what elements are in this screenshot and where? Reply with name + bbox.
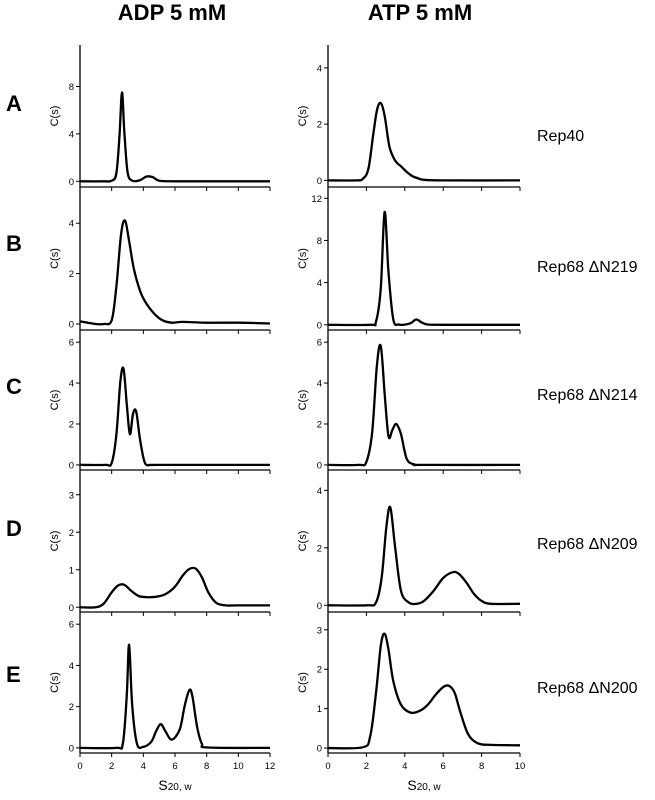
plot-area: 048C(s)024C(s)024C(s)04812C(s)0246C(s)02… — [49, 45, 525, 772]
row-label-c: C — [6, 374, 22, 399]
row-label-a: A — [6, 91, 22, 116]
row-label-b: B — [6, 231, 22, 256]
y-tick-label-a-atp: 2 — [317, 120, 322, 131]
y-tick-label-c-adp: 6 — [69, 338, 74, 349]
x-tick-label-e-atp: 4 — [402, 761, 407, 772]
construct-label-c: Rep68 ΔN214 — [537, 387, 638, 404]
y-tick-label-e-atp: 0 — [317, 744, 322, 755]
y-tick-label-a-atp: 0 — [317, 176, 322, 187]
series-line-a-adp — [79, 91, 270, 183]
construct-label-d: Rep68 ΔN209 — [537, 536, 638, 553]
y-axis-title-e-adp: C(s) — [49, 672, 61, 693]
x-axis-title-sub: 20, w — [417, 782, 442, 793]
x-tick-label-e-adp: 0 — [77, 761, 82, 772]
y-tick-label-c-atp: 6 — [317, 338, 322, 349]
x-axis-title-left: S20, w — [158, 777, 192, 793]
series-line-b-atp — [327, 210, 520, 327]
construct-label-e: Rep68 ΔN200 — [537, 680, 638, 697]
x-tick-label-e-adp: 2 — [109, 761, 114, 772]
y-tick-label-e-adp: 4 — [69, 661, 74, 672]
y-tick-label-a-adp: 0 — [69, 177, 74, 188]
y-tick-label-b-adp: 0 — [69, 319, 74, 330]
y-tick-label-d-atp: 4 — [317, 486, 322, 497]
construct-label-b: Rep68 ΔN219 — [537, 259, 638, 276]
y-tick-label-e-adp: 6 — [69, 620, 74, 631]
x-tick-label-e-adp: 4 — [141, 761, 146, 772]
y-axis-title-d-adp: C(s) — [49, 531, 61, 552]
x-tick-label-e-adp: 6 — [172, 761, 177, 772]
y-tick-label-c-atp: 2 — [317, 419, 322, 430]
y-tick-label-e-atp: 1 — [317, 704, 322, 715]
y-axis-title-a-adp: C(s) — [49, 106, 61, 127]
y-tick-label-c-atp: 0 — [317, 460, 322, 471]
series-line-d-atp — [327, 505, 521, 607]
y-axis-title-e-atp: C(s) — [297, 672, 309, 693]
x-tick-label-e-atp: 6 — [441, 761, 446, 772]
y-tick-label-e-adp: 2 — [69, 702, 74, 713]
y-tick-label-e-atp: 3 — [317, 625, 322, 636]
series-line-c-atp — [327, 343, 521, 467]
x-axis-title-main: S — [158, 777, 167, 793]
series-line-a-atp — [327, 101, 521, 182]
series-line-e-adp — [79, 643, 271, 750]
y-tick-label-d-adp: 0 — [69, 603, 74, 614]
x-tick-label-e-atp: 0 — [325, 761, 330, 772]
y-tick-label-d-adp: 3 — [69, 490, 74, 501]
y-tick-label-b-adp: 4 — [69, 219, 74, 230]
x-axis-title-main: S — [407, 777, 416, 793]
y-tick-label-d-atp: 2 — [317, 543, 322, 554]
series-line-e-atp — [327, 632, 521, 750]
y-tick-label-a-atp: 4 — [317, 63, 322, 74]
y-axis-title-c-adp: C(s) — [49, 390, 61, 411]
x-tick-label-e-adp: 12 — [265, 761, 276, 772]
series-line-d-adp — [79, 566, 270, 609]
y-tick-label-b-atp: 8 — [317, 236, 322, 247]
series-line-c-adp — [79, 366, 270, 467]
x-tick-label-e-atp: 2 — [364, 761, 369, 772]
series-line-b-adp — [79, 219, 271, 326]
y-tick-label-d-atp: 0 — [317, 601, 322, 612]
y-axis-title-b-adp: C(s) — [49, 248, 61, 269]
x-axis-title-right: S20, w — [407, 777, 441, 793]
y-tick-label-d-adp: 2 — [69, 528, 74, 539]
y-tick-label-a-adp: 4 — [69, 129, 74, 140]
y-tick-label-e-atp: 2 — [317, 665, 322, 676]
x-tick-label-e-atp: 8 — [479, 761, 484, 772]
y-tick-label-c-adp: 4 — [69, 379, 74, 390]
row-label-d: D — [6, 516, 22, 541]
y-axis-title-c-atp: C(s) — [297, 390, 309, 411]
y-axis-title-a-atp: C(s) — [297, 106, 309, 127]
y-tick-label-c-adp: 2 — [69, 419, 74, 430]
y-tick-label-b-atp: 0 — [317, 320, 322, 331]
y-tick-label-b-atp: 12 — [311, 194, 322, 205]
y-tick-label-d-adp: 1 — [69, 565, 74, 576]
y-tick-label-a-adp: 8 — [69, 82, 74, 93]
x-axis-title-sub: 20, w — [168, 782, 193, 793]
column-title-atp: ATP 5 mM — [368, 0, 472, 25]
y-axis-title-d-atp: C(s) — [297, 531, 309, 552]
x-tick-label-e-atp: 10 — [515, 761, 526, 772]
construct-label-a: Rep40 — [537, 128, 584, 145]
y-tick-label-e-adp: 0 — [69, 743, 74, 754]
y-tick-label-c-atp: 4 — [317, 379, 322, 390]
x-tick-label-e-adp: 10 — [233, 761, 244, 772]
row-label-e: E — [6, 662, 21, 687]
y-tick-label-b-adp: 2 — [69, 269, 74, 280]
column-title-adp: ADP 5 mM — [118, 0, 226, 25]
y-axis-title-b-atp: C(s) — [297, 248, 309, 269]
x-tick-label-e-adp: 8 — [204, 761, 209, 772]
y-tick-label-c-adp: 0 — [69, 460, 74, 471]
y-tick-label-b-atp: 4 — [317, 278, 322, 289]
